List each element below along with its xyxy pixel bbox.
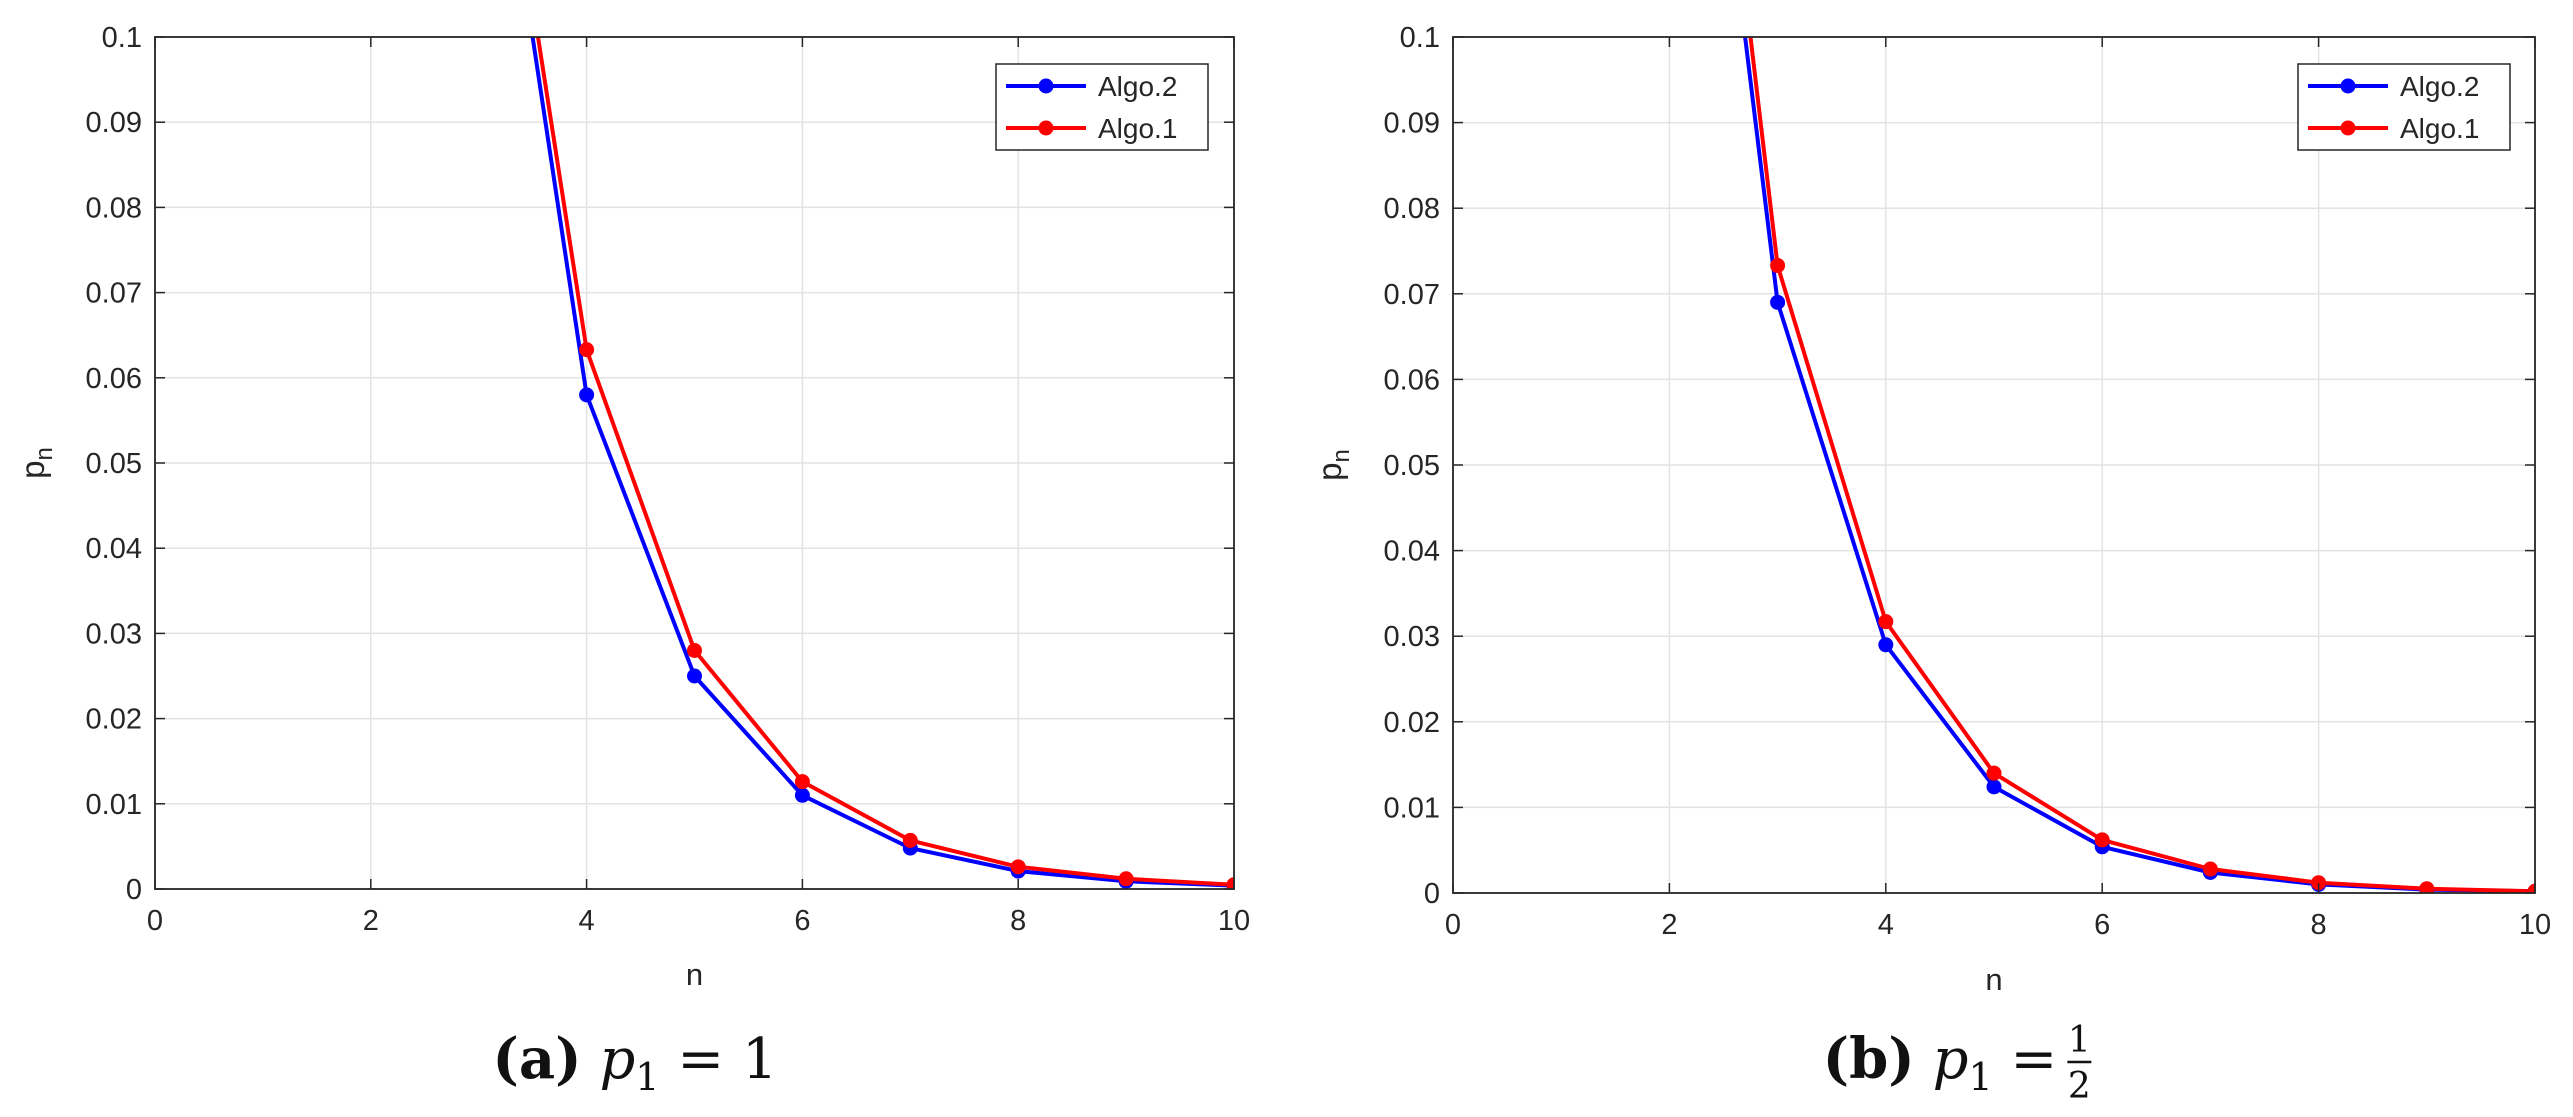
- y-tick-label: 0.03: [1384, 621, 1440, 653]
- x-axis-label: n: [1985, 962, 2002, 997]
- x-tick-label: 2: [363, 905, 379, 937]
- y-tick-label: 0.09: [86, 107, 142, 139]
- data-point: [1118, 871, 1134, 887]
- data-point: [794, 787, 810, 803]
- series-line-algo2: [530, 37, 1234, 888]
- data-point: [1878, 637, 1894, 653]
- data-point: [1878, 614, 1894, 630]
- y-tick-label: 0.09: [1384, 108, 1440, 140]
- x-tick-label: 6: [794, 905, 810, 937]
- data-point: [579, 342, 595, 358]
- data-point: [902, 832, 918, 848]
- y-tick-label: 0.02: [86, 704, 142, 736]
- y-tick-label: 0.08: [1384, 193, 1440, 225]
- data-point: [1986, 779, 2002, 795]
- y-tick-label: 0.06: [86, 363, 142, 395]
- y-axis-label: pn: [14, 447, 58, 479]
- legend-marker: [1038, 120, 1054, 136]
- legend-box: [2297, 63, 2511, 151]
- chart-panel-b: 0 2 4 6 8 10 0 0.01 0.02 0.03 0.04 0.05 0.06 0.07 0.08…: [1311, 22, 2551, 1107]
- y-tick-label: 0: [1424, 878, 1440, 910]
- x-tick-label: 0: [1445, 909, 1461, 941]
- x-tick-label: 4: [1878, 909, 1894, 941]
- legend-marker: [1038, 78, 1054, 94]
- data-point: [1986, 765, 2002, 781]
- data-point: [794, 774, 810, 790]
- legend-label: Algo.2: [1098, 71, 1177, 102]
- caption-fraction-numerator: 1: [2068, 1020, 2091, 1061]
- y-tick-label: 0.02: [1384, 707, 1440, 739]
- panel-caption: (b) p1 =: [1823, 1026, 2058, 1099]
- y-tick-label: 0.05: [86, 448, 142, 480]
- y-tick-label: 0.1: [1400, 22, 1440, 54]
- legend-label: Algo.1: [1098, 113, 1177, 144]
- x-tick-label: 8: [2311, 909, 2327, 941]
- data-point: [2202, 861, 2218, 877]
- legend-box: [995, 63, 1209, 151]
- data-point: [2527, 883, 2535, 893]
- data-point: [1010, 859, 1026, 875]
- y-tick-label: 0.06: [1384, 364, 1440, 396]
- y-tick-label: 0.04: [1384, 536, 1440, 568]
- x-tick-label: 10: [1218, 905, 1250, 937]
- series-group: [530, 37, 1234, 889]
- legend-marker: [2340, 78, 2356, 94]
- legend-label: Algo.2: [2400, 71, 2479, 102]
- data-point: [687, 642, 702, 658]
- y-tick-label: 0.1: [102, 22, 142, 54]
- x-axis-label: n: [686, 957, 703, 992]
- y-tick-label: 0.04: [86, 533, 142, 565]
- x-tick-label: 4: [579, 905, 595, 937]
- x-tick-label: 2: [1661, 909, 1677, 941]
- panel-caption: (a) p1 = 1: [492, 1026, 777, 1099]
- x-tick-label: 8: [1010, 905, 1026, 937]
- data-point: [2419, 881, 2435, 893]
- y-tick-label: 0.08: [86, 192, 142, 224]
- data-point: [687, 668, 702, 684]
- series-group: [1743, 37, 2535, 893]
- caption-fraction-denominator: 2: [2068, 1066, 2091, 1107]
- data-point: [1226, 877, 1234, 889]
- data-point: [579, 387, 595, 403]
- series-line-algo1: [536, 37, 1234, 887]
- legend: Algo.2 Algo.1: [2297, 63, 2511, 151]
- x-tick-label: 0: [147, 905, 163, 937]
- data-point: [1770, 294, 1786, 310]
- y-tick-label: 0: [126, 874, 142, 906]
- y-axis-label: pn: [1311, 449, 1355, 481]
- x-tick-label: 10: [2519, 909, 2551, 941]
- data-point: [2094, 832, 2110, 848]
- x-tick-label: 6: [2094, 909, 2110, 941]
- data-point: [1770, 258, 1786, 274]
- y-tick-label: 0.01: [1384, 792, 1440, 824]
- y-tick-label: 0.07: [1384, 279, 1440, 311]
- chart-panel-a: 0 2 4 6 8 10 0 0.01 0.02 0.03 0.04 0.05 0.06 0.07 0.08…: [14, 22, 1250, 1099]
- y-tick-label: 0.07: [86, 278, 142, 310]
- legend-marker: [2340, 120, 2356, 136]
- legend-label: Algo.1: [2400, 113, 2479, 144]
- y-tick-label: 0.05: [1384, 450, 1440, 482]
- y-tick-label: 0.01: [86, 789, 142, 821]
- data-point: [2311, 875, 2327, 891]
- y-tick-label: 0.03: [86, 618, 142, 650]
- legend: Algo.2 Algo.1: [995, 63, 1209, 151]
